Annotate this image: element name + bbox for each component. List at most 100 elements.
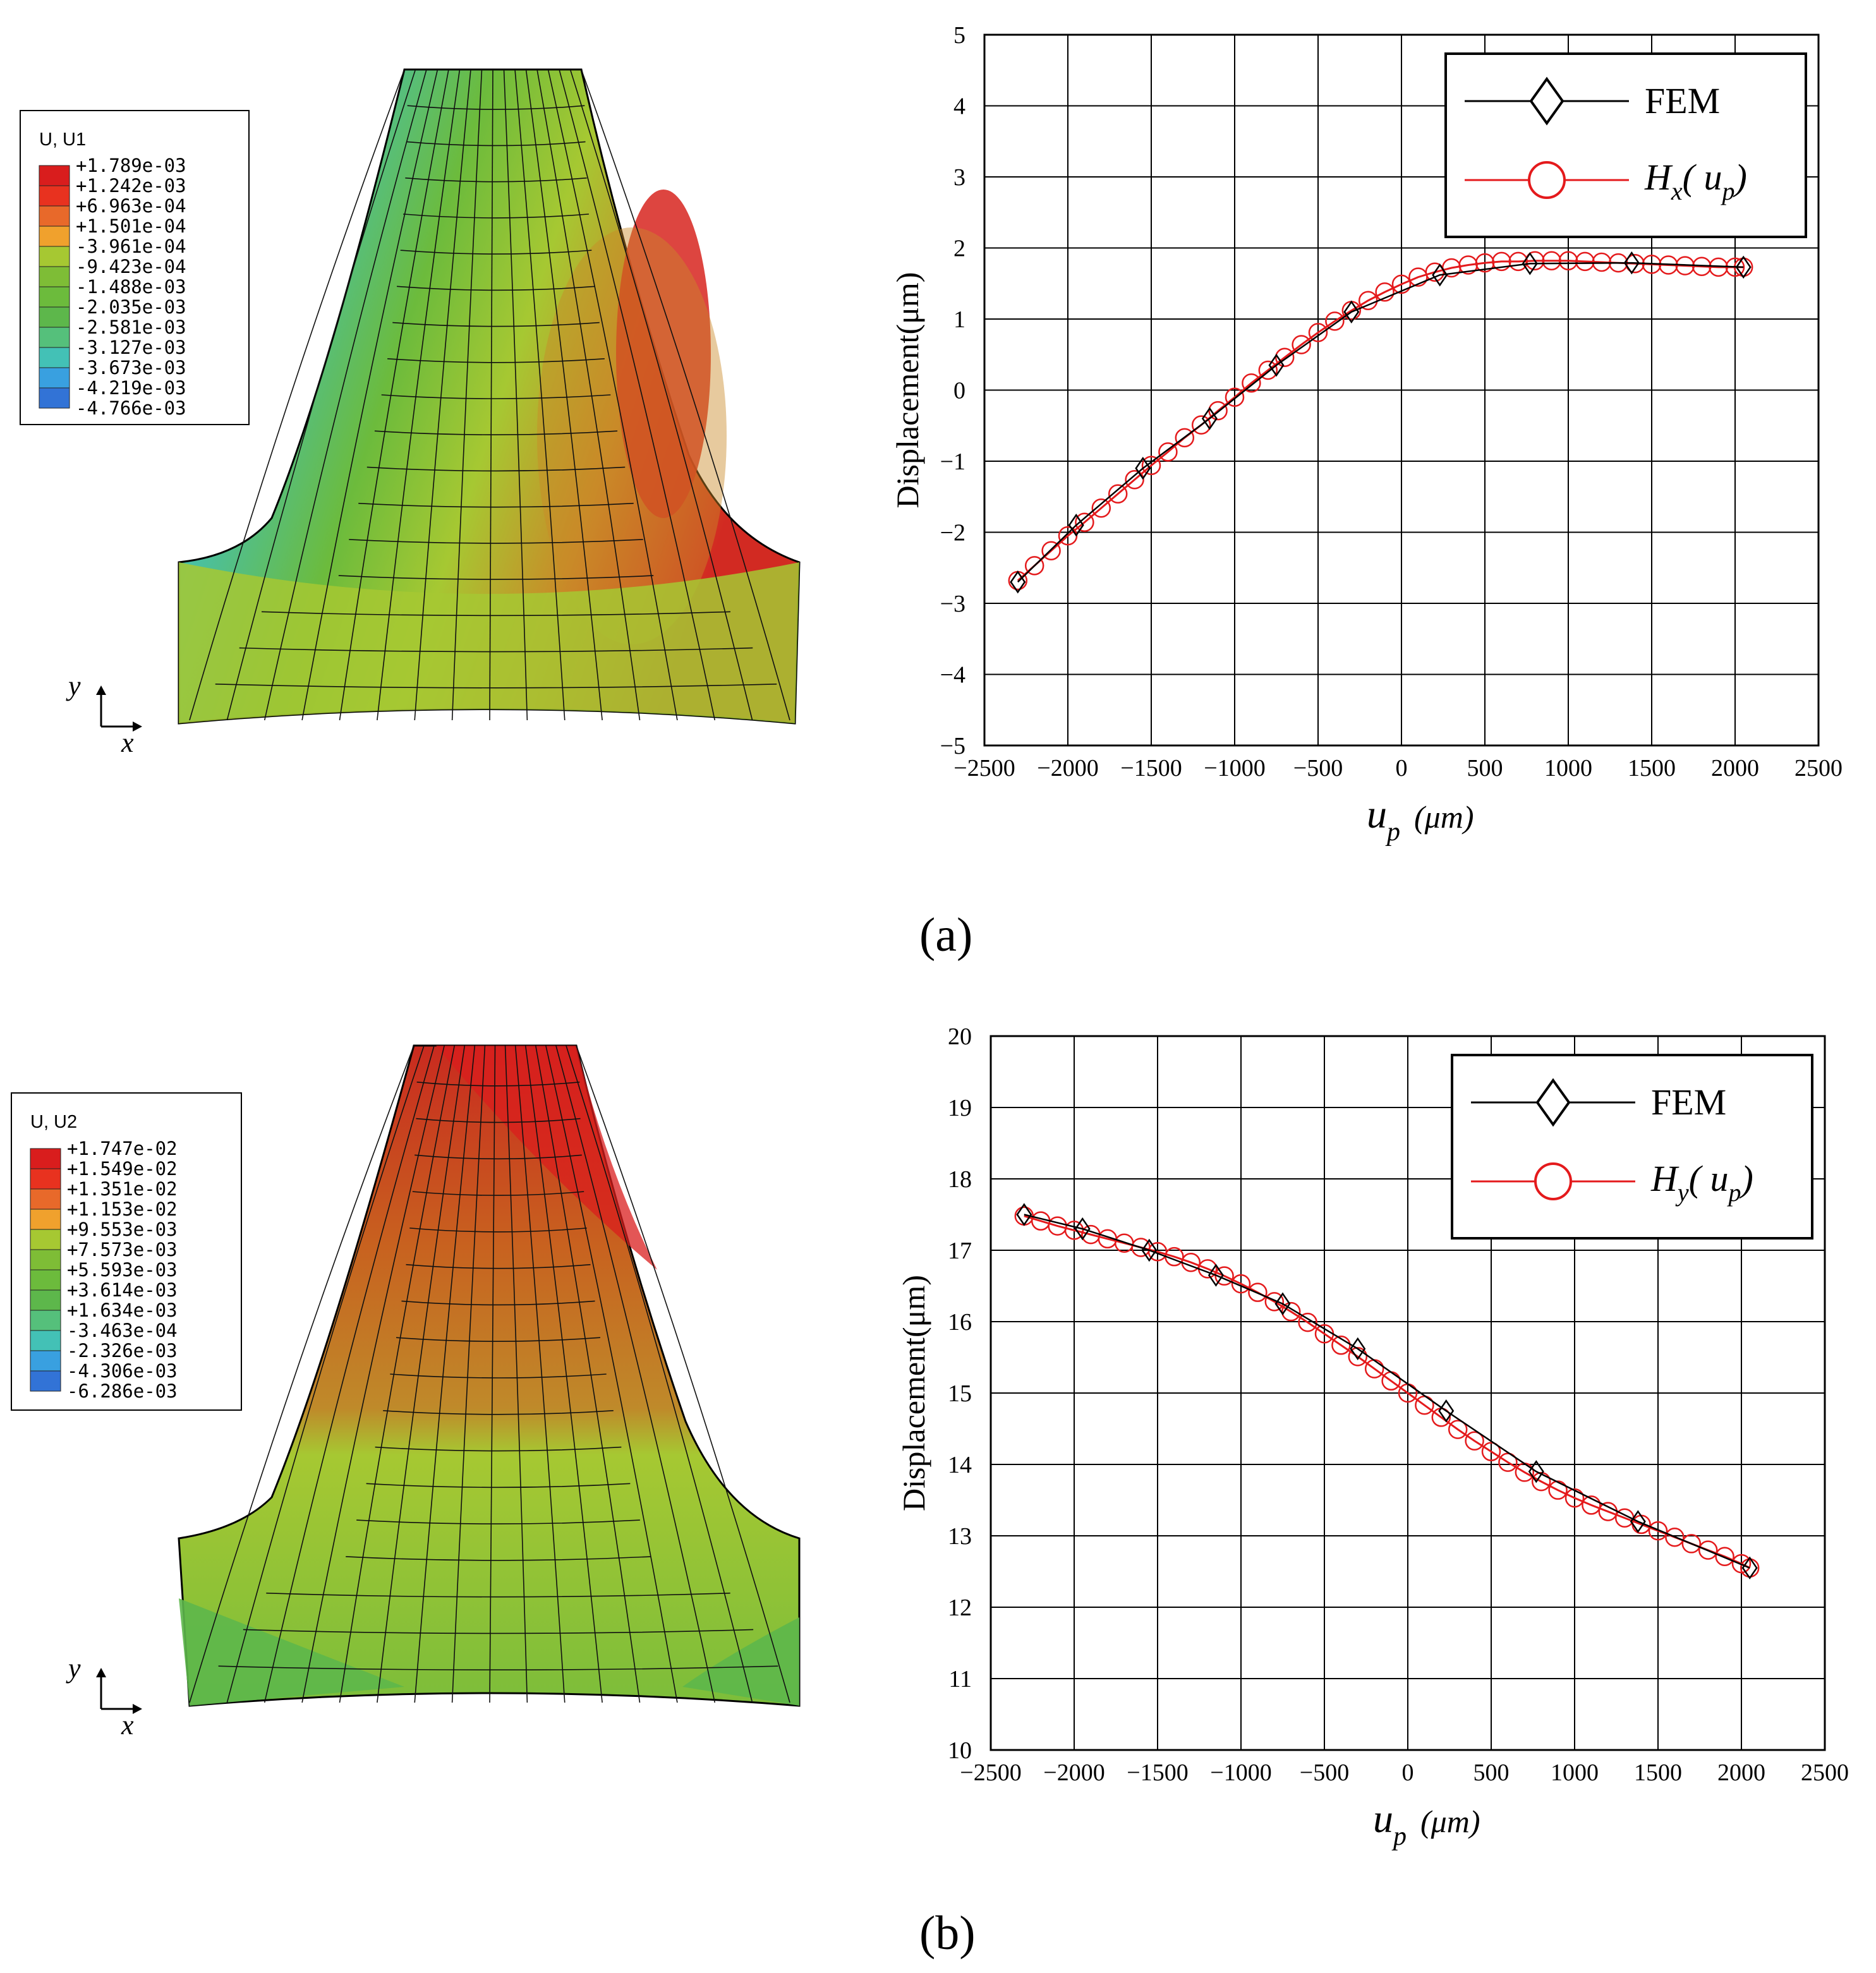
y-tick-label: 2	[953, 236, 965, 262]
x-tick-label: 500	[1474, 1759, 1510, 1786]
fem-point	[1343, 300, 1360, 323]
mesh-line	[416, 1081, 580, 1087]
mesh-line	[545, 1045, 678, 1703]
model-point	[1298, 1312, 1317, 1332]
model-point	[1175, 428, 1195, 448]
mesh-line	[566, 1045, 753, 1703]
triad-y-label: y	[66, 1653, 81, 1684]
mesh-line	[412, 1191, 584, 1196]
mesh-line	[387, 358, 605, 363]
mesh-line	[356, 1519, 640, 1524]
x-tick-label: −1500	[1127, 1759, 1188, 1786]
legend-value: -3.463e-04	[67, 1320, 178, 1341]
fem-point	[1135, 457, 1151, 480]
mid-region-u1	[537, 227, 727, 644]
x-tick-label: 1500	[1634, 1759, 1682, 1786]
legend-value: +1.242e-03	[76, 175, 186, 196]
contour-plot-u1: U, U1 +1.789e-03+1.242e-03+6.963e-04+1.5…	[20, 68, 801, 758]
color-swatch	[39, 226, 70, 247]
model-point	[1248, 1282, 1268, 1302]
model-point	[1225, 387, 1245, 407]
color-swatch	[39, 165, 70, 186]
fem-point	[1010, 570, 1026, 594]
legend-value: -2.581e-03	[76, 317, 186, 338]
mesh-line	[338, 575, 654, 580]
mesh-line	[243, 1629, 754, 1634]
mesh-line	[536, 69, 641, 721]
mesh-line	[366, 466, 626, 472]
mesh-line	[407, 105, 585, 111]
y-tick-label: 12	[948, 1595, 972, 1621]
mesh-line	[189, 1045, 415, 1703]
fem-point	[1350, 1337, 1366, 1361]
root-region-u1	[179, 562, 799, 723]
mesh-line	[301, 1045, 445, 1703]
fem-point	[1074, 1217, 1091, 1241]
mesh-line	[547, 69, 678, 721]
model-point	[1531, 1471, 1551, 1492]
color-swatch	[30, 1350, 61, 1372]
mesh-line	[406, 141, 586, 147]
triad-x-label: x	[121, 1710, 134, 1741]
mesh-line	[559, 69, 716, 721]
x-tick-label: −2000	[1037, 755, 1098, 781]
legend-box-u2: U, U2 +1.747e-02+1.549e-02+1.351e-02+1.1…	[11, 1092, 242, 1411]
contour-plot-u2: U, U2 +1.747e-02+1.549e-02+1.351e-02+1.1…	[11, 1044, 801, 1741]
mesh-line	[377, 1045, 466, 1703]
y-tick-label: 14	[948, 1452, 972, 1478]
legend-value: -6.286e-03	[67, 1380, 178, 1402]
model-point	[1681, 1534, 1702, 1554]
fem-point	[1268, 353, 1285, 377]
y-tick-label: 3	[953, 164, 965, 191]
legend-model-marker	[1528, 161, 1566, 199]
model-point	[1448, 1420, 1468, 1439]
y-axis-label: Displacement(μm)	[896, 1275, 931, 1511]
y-tick-label: 15	[948, 1380, 972, 1407]
mesh-line	[535, 1045, 641, 1703]
mesh-line	[358, 502, 634, 508]
mesh-line	[555, 1045, 716, 1703]
model-point	[1492, 251, 1511, 272]
legend-value: -9.423e-04	[76, 256, 186, 277]
triad-arrowheads	[96, 1668, 142, 1714]
y-tick-label: 20	[948, 1023, 972, 1050]
mesh-line	[406, 1264, 591, 1269]
x-tick-label: 2500	[1801, 1759, 1849, 1786]
mesh-line	[226, 1045, 425, 1703]
mesh-line	[263, 1045, 435, 1703]
mesh-line	[390, 1373, 607, 1379]
y-tick-label: 16	[948, 1309, 972, 1336]
model-point	[1041, 541, 1061, 560]
model-point	[1525, 251, 1545, 270]
color-swatch	[30, 1310, 61, 1331]
fem-point	[1522, 252, 1538, 275]
model-point	[1575, 251, 1595, 272]
mesh-line	[400, 250, 592, 255]
legend-value: +1.789e-03	[76, 155, 186, 176]
x-tick-label: −1000	[1210, 1759, 1271, 1786]
legend-value: +1.549e-02	[67, 1158, 178, 1180]
fem-point	[1741, 1556, 1758, 1580]
model-point	[1108, 484, 1128, 504]
mesh-line	[339, 69, 449, 721]
gear-tooth-mesh-u1	[178, 68, 801, 725]
fem-point	[1141, 1238, 1158, 1262]
x-tick-label: −1000	[1204, 755, 1265, 781]
mesh-line	[189, 69, 405, 721]
legend-model-marker	[1534, 1162, 1572, 1200]
legend-value: -3.961e-04	[76, 236, 186, 257]
color-swatch	[39, 286, 70, 308]
model-point	[1242, 373, 1261, 393]
legend-value: +7.573e-03	[67, 1239, 178, 1260]
legend-value: +3.614e-03	[67, 1279, 178, 1301]
model-point	[1648, 1521, 1668, 1541]
model-point	[1348, 1347, 1368, 1367]
chart-hx: −2500 −2000 −1500 −1000 −500 0 500 1000 1500 2000…	[890, 22, 1843, 847]
legend-value: -3.127e-03	[76, 337, 186, 358]
legend-title: U, U2	[30, 1112, 77, 1132]
x-tick-label: 500	[1467, 755, 1503, 781]
model-point	[1564, 1488, 1585, 1508]
legend-fem-marker	[1529, 76, 1564, 126]
x-tick-label: 2500	[1794, 755, 1843, 781]
